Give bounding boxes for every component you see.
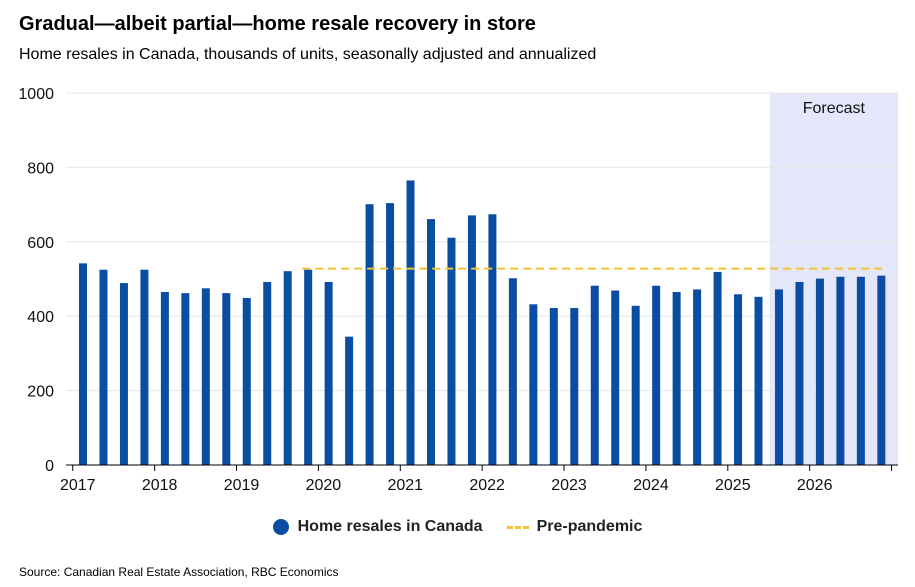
y-tick-label: 0 [45,458,54,475]
bar [406,180,415,466]
forecast-band [769,93,898,465]
x-tick-label: 2021 [387,477,423,494]
bar [672,292,681,465]
legend-label-resales: Home resales in Canada [297,518,483,535]
x-tick-label: 2026 [797,477,833,494]
bar [774,289,783,465]
bar [652,285,661,465]
bar [447,237,456,465]
x-tick-label: 2024 [633,477,669,494]
bar-chart: Forecast 0 200 400 600 800 1000 2017 2018 2019 202… [18,86,898,494]
bar [99,269,108,465]
bar [181,293,190,465]
bar [754,296,763,465]
y-tick-label: 400 [27,309,54,326]
chart-title: Gradual—albeit partial—home resale recov… [19,13,536,35]
bar [631,305,640,465]
bar [529,304,538,465]
bar [467,215,476,465]
legend-swatch-prepandemic [506,525,529,529]
bar [877,275,886,465]
legend-item-prepandemic: Pre-pandemic [506,518,643,536]
bar [856,276,865,465]
bar [713,271,722,465]
legend-label-prepandemic: Pre-pandemic [536,518,643,535]
forecast-label: Forecast [803,100,866,117]
chart-subtitle: Home resales in Canada, thousands of uni… [19,46,597,63]
bar [734,294,743,465]
bar [508,278,517,465]
bar [345,336,354,465]
bar [488,214,497,465]
bar [222,293,231,465]
bar [365,204,374,465]
legend-item-resales: Home resales in Canada [272,518,483,536]
y-tick-label: 800 [27,160,54,177]
y-tick-label: 200 [27,384,54,401]
x-tick-label: 2019 [224,477,260,494]
bar [611,290,620,465]
x-tick-label: 2025 [715,477,751,494]
x-tick-label: 2022 [469,477,505,494]
legend-swatch-resales [272,519,289,535]
bar [201,288,210,465]
bar [836,276,845,465]
x-tick-label: 2023 [551,477,587,494]
legend: Home resales in Canada Pre-pandemic [0,518,915,536]
bar [570,308,579,465]
bar [426,219,435,465]
y-tick-label: 1000 [18,86,54,103]
bar [590,285,599,465]
source-note: Source: Canadian Real Estate Association… [19,565,339,579]
bar [795,281,804,465]
bar [324,281,333,465]
bar [815,278,824,465]
bar [140,269,149,465]
bar [160,292,169,465]
x-tick-label: 2017 [60,477,96,494]
bar [79,263,87,465]
bar [386,203,395,465]
bar [283,271,292,465]
bar [549,308,558,465]
x-tick-label: 2018 [142,477,178,494]
bar [119,283,128,465]
x-tick-label: 2020 [306,477,342,494]
y-tick-label: 600 [27,235,54,252]
bar [242,297,251,465]
bar [693,289,702,465]
bar [304,269,313,465]
bar [263,281,272,465]
